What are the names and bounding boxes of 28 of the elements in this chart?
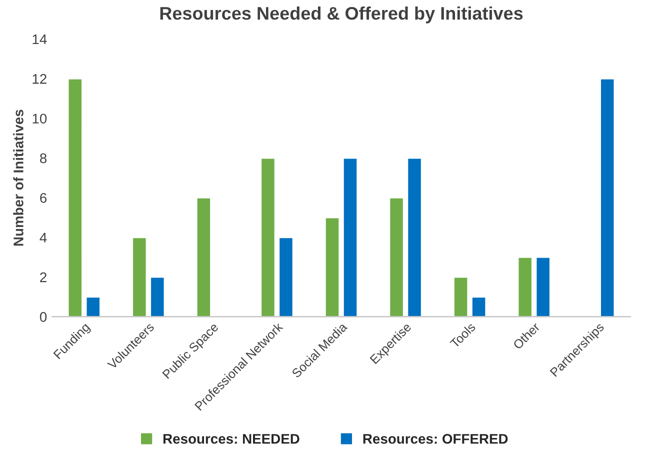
legend-label: Resources: NEEDED: [163, 434, 300, 444]
bar: [535, 256, 551, 317]
bar: [406, 157, 422, 317]
y-axis-title: Number of Initiatives: [13, 110, 24, 246]
bar: [260, 157, 276, 317]
y-tick-label: 4: [40, 232, 47, 242]
bar: [342, 157, 358, 317]
legend-label: Resources: OFFERED: [363, 434, 508, 444]
y-tick-label: 10: [32, 114, 47, 124]
y-tick-label: 14: [32, 34, 47, 44]
bar: [324, 216, 340, 317]
bar: [453, 276, 469, 317]
chart-title: Resources Needed & Offered by Initiatives: [160, 6, 523, 24]
bar: [517, 256, 533, 317]
y-tick-label: 8: [40, 153, 47, 164]
y-tick-label: 12: [32, 74, 46, 84]
bar: [85, 296, 101, 317]
bar: [471, 296, 487, 317]
y-tick-label: 2: [40, 272, 46, 282]
bar: [132, 236, 148, 317]
bar: [278, 236, 294, 317]
bar: [600, 78, 616, 317]
y-tick-label: 6: [40, 193, 47, 203]
y-tick-label: 0: [40, 312, 47, 322]
bar: [150, 276, 166, 317]
bar: [196, 197, 212, 317]
bar: [388, 197, 404, 317]
bar: [67, 78, 83, 317]
